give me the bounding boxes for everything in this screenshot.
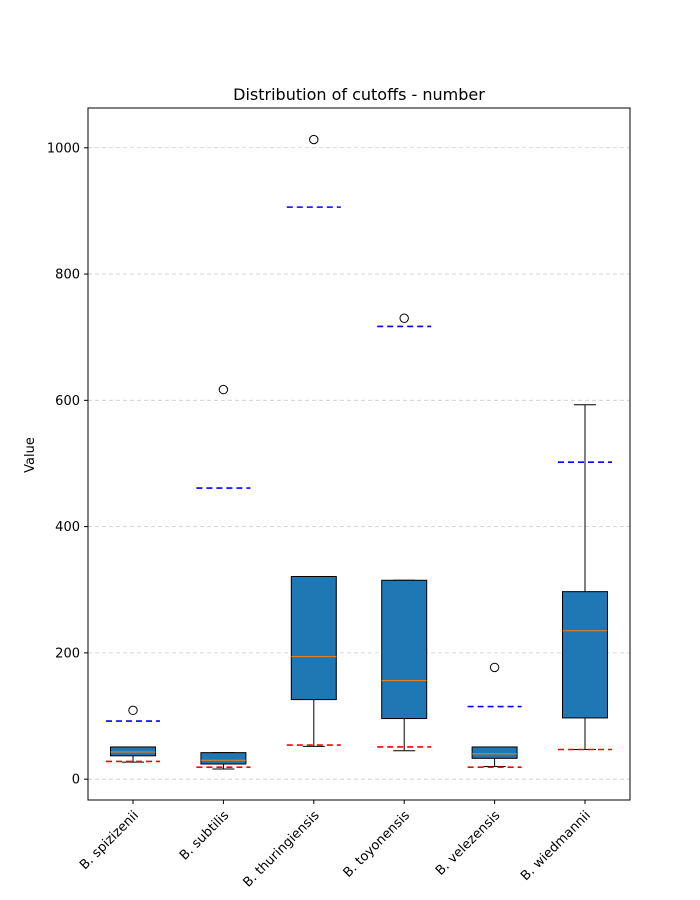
iqr-box [110,746,156,757]
outlier-point [218,384,229,395]
iqr-box [562,591,608,719]
y-tick-label: 800 [55,268,80,283]
outlier-point [399,313,409,323]
iqr-box [290,575,337,701]
iqr-box [381,579,428,720]
grid-lines [88,147,630,780]
chart-title: Distribution of cutoffs - number [233,85,485,104]
outlier-point [489,662,500,673]
y-tick-label: 200 [55,646,80,661]
iqr-box [200,752,247,765]
y-axis-label: Value [23,437,38,473]
y-tick-label: 600 [55,394,80,409]
plot-frame [87,107,631,801]
outlier-point [128,705,138,716]
y-tick-label: 400 [55,520,80,535]
plot-marks [106,134,612,770]
outlier-point [309,134,319,145]
y-tick-label: 1000 [47,141,80,156]
iqr-box [471,746,518,759]
y-tick-label: 0 [72,773,80,788]
